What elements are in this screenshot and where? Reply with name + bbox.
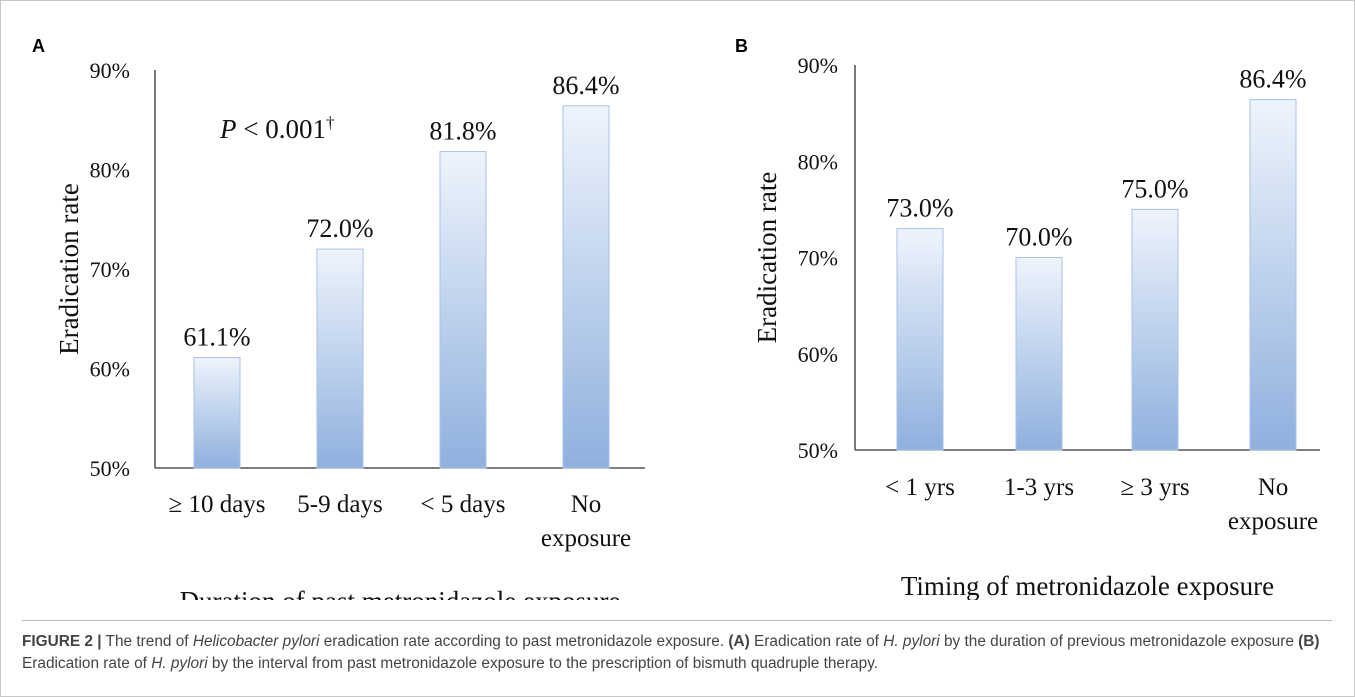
bar-value-label: 86.4% xyxy=(1239,65,1306,94)
bar xyxy=(439,151,487,469)
caption-segment: H. pylori xyxy=(883,633,940,650)
x-category-label: exposure xyxy=(1228,508,1318,535)
x-category-label: exposure xyxy=(541,525,631,552)
x-category-label: ≥ 10 days xyxy=(168,491,265,518)
x-category-label: 1-3 yrs xyxy=(1004,474,1074,501)
bar-value-label: 73.0% xyxy=(886,194,953,223)
caption-segment: by the duration of previous metronidazol… xyxy=(939,633,1299,650)
y-tick-label: 50% xyxy=(798,438,838,463)
bar-value-label: 86.4% xyxy=(552,71,619,100)
x-category-label: 5-9 days xyxy=(297,491,382,518)
bar-value-label: 81.8% xyxy=(429,117,496,146)
x-category-label: < 1 yrs xyxy=(885,474,955,501)
y-tick-label: 80% xyxy=(798,149,838,174)
panel-letter: B xyxy=(735,36,748,56)
x-category-label: No xyxy=(571,491,602,518)
y-tick-label: 60% xyxy=(90,357,130,382)
chart-panel-b: B 50% 60% 70% 80% 90% Eradication rate 73.0% < 1… xyxy=(735,36,1320,600)
y-axis-title: Eradication rate xyxy=(752,172,782,344)
y-tick-label: 70% xyxy=(798,246,838,271)
bar xyxy=(316,248,364,469)
caption-segment: by the interval from past metronidazole … xyxy=(207,655,879,672)
y-tick-label: 70% xyxy=(90,257,130,282)
caption-segment: (B) xyxy=(1298,633,1320,650)
x-axis-title: Duration of past metronidazole exposure xyxy=(180,586,621,600)
y-tick-label: 80% xyxy=(90,158,130,183)
bar-value-label: 61.1% xyxy=(183,323,250,352)
y-tick-label: 90% xyxy=(90,58,130,83)
y-tick-label: 90% xyxy=(798,53,838,78)
chart-panel-a: A 50% 60% 70% 80% 90% Eradication rate 61.1% ≥ 1… xyxy=(32,36,645,600)
y-axis-title: Eradication rate xyxy=(54,183,84,355)
x-category-label: No xyxy=(1258,474,1289,501)
bar xyxy=(1131,208,1179,451)
panel-letter: A xyxy=(32,36,45,56)
caption-figure-label: FIGURE 2 | xyxy=(22,633,102,650)
x-category-label: ≥ 3 yrs xyxy=(1120,474,1189,501)
bar-value-label: 72.0% xyxy=(306,214,373,243)
caption-segment: (A) xyxy=(728,633,750,650)
bar-value-label: 75.0% xyxy=(1121,174,1188,203)
caption-segment: The trend of xyxy=(101,633,193,650)
caption-segment: Helicobacter pylori xyxy=(192,633,320,650)
bar xyxy=(1015,257,1063,451)
bar-value-label: 70.0% xyxy=(1005,223,1072,252)
caption-segment: eradication rate according to past metro… xyxy=(319,633,729,650)
p-value-annotation: P < 0.001† xyxy=(219,113,334,144)
caption-segment: Eradication rate of xyxy=(749,633,884,650)
y-tick-label: 50% xyxy=(90,456,130,481)
caption-segment: H. pylori xyxy=(151,655,208,672)
caption-text: The trend of Helicobacter pylori eradica… xyxy=(22,633,1320,672)
y-tick-label: 60% xyxy=(798,342,838,367)
caption-segment: Eradication rate of xyxy=(22,655,152,672)
x-axis-title: Timing of metronidazole exposure xyxy=(901,571,1274,600)
figure-caption: FIGURE 2 | The trend of Helicobacter pyl… xyxy=(22,620,1332,675)
figure-charts: A 50% 60% 70% 80% 90% Eradication rate 61.1% ≥ 1… xyxy=(32,36,1320,600)
bar xyxy=(1249,99,1297,451)
bar xyxy=(193,357,241,469)
x-category-label: < 5 days xyxy=(421,491,506,518)
bar xyxy=(562,105,610,469)
bar xyxy=(896,228,944,451)
